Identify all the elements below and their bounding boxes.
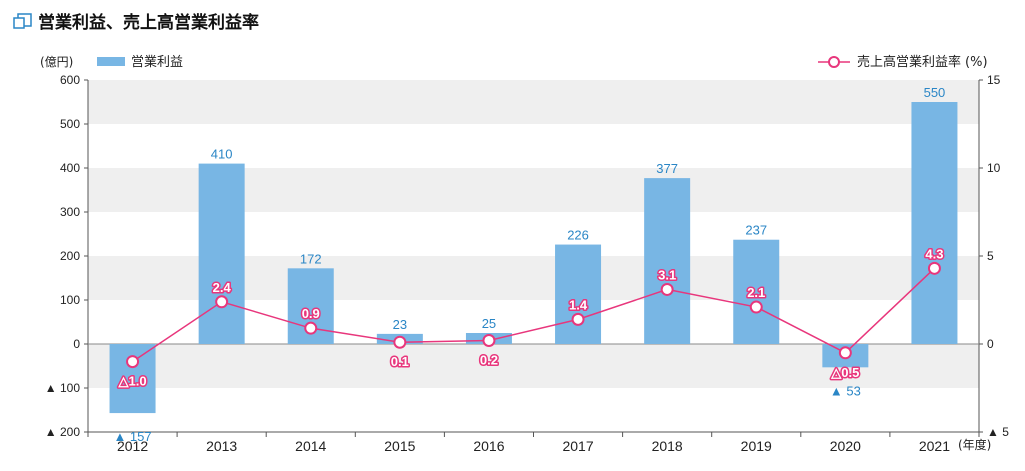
left-tick-label: 600: [60, 73, 80, 87]
rate-value-label: △0.5: [830, 365, 859, 380]
bar-value-label: ▲ 157: [113, 429, 151, 444]
line-series: [126, 261, 941, 369]
left-tick-label: 500: [60, 117, 80, 131]
left-tick-label: 200: [60, 249, 80, 263]
left-tick-label: ▲ 100: [45, 381, 81, 395]
bar-value-label: 237: [745, 223, 767, 238]
bar-value-label: 410: [211, 147, 233, 162]
left-axis-ticks: 600 500 400 300 200 100 0 ▲ 100 ▲ 200: [45, 73, 81, 439]
left-tick-label: 300: [60, 205, 80, 219]
legend-line-label: 売上高営業利益率: [857, 54, 961, 70]
bar: [198, 163, 245, 344]
left-tick-label: 100: [60, 293, 80, 307]
svg-text:売上高営業利益率(%): 売上高営業利益率 (%): [857, 54, 988, 70]
right-tick-label: 15: [987, 73, 1001, 87]
left-axis-unit: (億円): [40, 55, 73, 69]
left-tick-label: ▲ 200: [45, 425, 81, 439]
line-point: [215, 295, 229, 309]
title-block: 営業利益、売上高営業利益率: [13, 12, 259, 33]
right-tick-label: 10: [987, 161, 1001, 175]
window-icon: [13, 13, 32, 29]
right-axis-ticks: 15 10 5 0 ▲ 5: [987, 73, 1009, 439]
bar: [644, 178, 691, 344]
bar-value-label: 172: [300, 251, 322, 266]
line-point: [660, 282, 674, 296]
line-point: [126, 355, 140, 369]
line-point: [304, 321, 318, 335]
category-label: 2015: [384, 438, 415, 454]
rate-labels: △1.0 2.4 0.9 0.1 0.2 1.4 3.1 2.1 △0.5 4.3: [116, 245, 945, 390]
rate-value-label: 1.4: [569, 297, 588, 312]
category-label: 2019: [741, 438, 772, 454]
rate-value-label: 0.1: [391, 354, 409, 369]
category-label: 2020: [830, 438, 861, 454]
bar: [555, 244, 602, 344]
line-path: [132, 267, 935, 363]
category-label: 2012: [117, 438, 148, 454]
category-label: 2016: [473, 438, 504, 454]
rate-value-label: 0.9: [302, 306, 320, 321]
bar-series: [109, 102, 958, 414]
legend: 営業利益 売上高営業利益率 (%): [97, 54, 988, 70]
line-point: [571, 312, 585, 326]
left-tick-label: 400: [60, 161, 80, 175]
legend-bar-swatch: [97, 57, 125, 66]
bar-value-label: 226: [567, 228, 589, 243]
bar-value-label: 25: [482, 316, 496, 331]
line-point: [393, 335, 407, 349]
legend-line-unit: (%): [965, 55, 988, 70]
category-labels: 2012 2013 2014 2015 2016 2017 2018 2019 2020 2021: [117, 438, 950, 454]
rate-value-label: 3.1: [658, 267, 676, 282]
line-point: [749, 300, 763, 314]
right-tick-label: 5: [987, 249, 994, 263]
chart-title: 営業利益、売上高営業利益率: [38, 12, 259, 33]
bar-value-label: ▲ 53: [830, 383, 861, 398]
background-band: [88, 80, 979, 124]
category-label: 2021: [919, 438, 950, 454]
bar-value-label: 377: [656, 161, 678, 176]
legend-line-swatch: [818, 56, 850, 68]
left-tick-label: 0: [73, 337, 80, 351]
line-point: [838, 346, 852, 360]
rate-value-label: 4.3: [925, 246, 943, 261]
category-label: 2014: [295, 438, 326, 454]
category-label: 2013: [206, 438, 237, 454]
right-tick-label: 0: [987, 337, 994, 351]
rate-value-label: 2.1: [747, 285, 765, 300]
rate-value-label: 0.2: [480, 352, 498, 367]
bar-value-label: 23: [393, 317, 407, 332]
bar: [911, 102, 958, 344]
bar-labels: ▲ 157 410 172 23 25 226 377 237 ▲ 53 550: [113, 85, 945, 444]
bar-value-label: 550: [924, 85, 946, 100]
x-axis-unit: (年度): [958, 437, 991, 452]
line-point: [927, 261, 941, 275]
right-tick-label: ▲ 5: [987, 425, 1009, 439]
bar: [733, 239, 780, 344]
legend-bar-label: 営業利益: [131, 54, 183, 70]
category-label: 2017: [562, 438, 593, 454]
line-point: [482, 333, 496, 347]
rate-value-label: △1.0: [118, 374, 147, 389]
rate-value-label: 2.4: [213, 280, 232, 295]
category-label: 2018: [652, 438, 683, 454]
